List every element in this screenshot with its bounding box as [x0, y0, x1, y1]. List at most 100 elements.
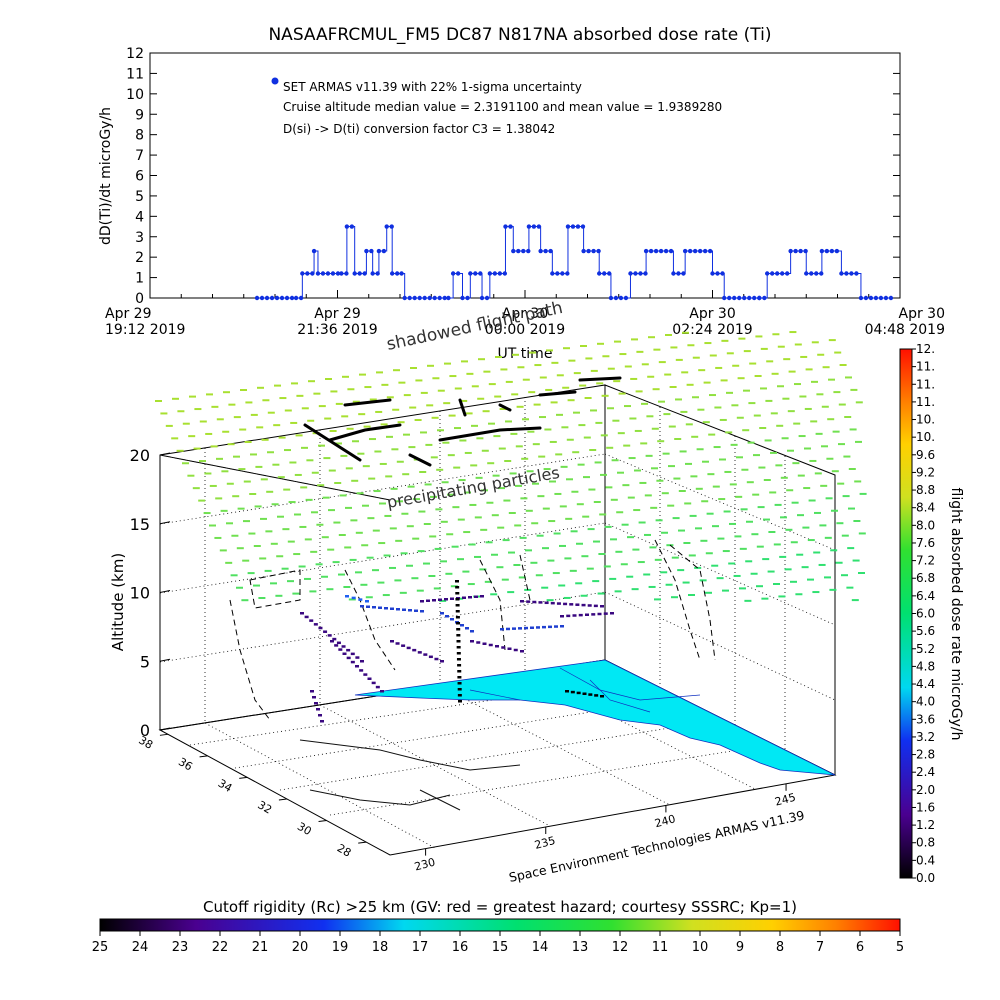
timeseries-x-axis-label: UT time: [498, 346, 553, 362]
x-tick-label-date: Apr 29: [314, 306, 360, 322]
series-point: [769, 271, 775, 276]
altitude-ticks: 0 5 10 15 20: [130, 446, 171, 740]
series-point: [784, 271, 790, 276]
flight-dose-point: [450, 597, 454, 600]
particle-dash: [177, 410, 185, 413]
particle-dash: [576, 503, 584, 506]
particle-dash: [566, 478, 573, 481]
particle-dash: [401, 512, 409, 515]
particle-dash: [613, 380, 621, 383]
particle-dash: [816, 393, 824, 396]
particle-dash: [270, 542, 278, 545]
series-point: [643, 248, 649, 254]
flight-dose-point: [360, 660, 364, 663]
particle-dash: [462, 570, 470, 573]
particle-dash: [698, 369, 706, 372]
particle-dash: [615, 550, 623, 553]
particle-dash: [556, 374, 564, 377]
particle-dash: [335, 402, 343, 405]
particle-dash: [410, 367, 417, 369]
particle-dash: [614, 590, 622, 593]
series-point: [364, 248, 369, 254]
particle-dash: [447, 454, 455, 457]
particle-dash: [651, 467, 658, 470]
flight-dose-point: [336, 641, 341, 645]
series-point: [274, 295, 280, 301]
colorbar-tick-label: 3.6: [916, 712, 935, 726]
particle-dash: [724, 470, 732, 473]
particle-dash: [754, 375, 762, 377]
particle-dash: [546, 599, 554, 602]
flight-dose-point: [372, 606, 376, 609]
particle-dash: [394, 579, 402, 582]
particle-dash: [797, 474, 805, 477]
particle-dash: [778, 595, 786, 598]
colorbar-tick-label: 10.: [916, 430, 935, 444]
y-tick-label: 10: [126, 87, 144, 103]
particle-dash: [451, 545, 459, 548]
particle-dash: [306, 459, 314, 462]
flight-dose-point: [560, 615, 564, 618]
particle-dash: [399, 591, 407, 594]
series-point: [417, 295, 422, 301]
flight-dose-point: [455, 580, 459, 583]
particle-dash: [520, 497, 528, 500]
particle-dash: [538, 455, 546, 458]
series-point: [814, 271, 819, 276]
particle-dash: [671, 556, 679, 559]
particle-dash: [702, 421, 710, 424]
particle-dash: [805, 368, 813, 371]
particle-dash: [479, 568, 487, 571]
series-point: [809, 271, 814, 276]
series-point: [310, 271, 315, 276]
particle-dash: [762, 558, 770, 561]
particle-dash: [441, 481, 449, 484]
particle-dash: [272, 463, 280, 466]
particle-dash: [807, 539, 815, 542]
particle-dash: [831, 509, 838, 512]
particle-dash: [638, 521, 646, 524]
flight-dose-point: [457, 670, 462, 673]
particle-dash: [537, 495, 545, 498]
altitude-axis-label: Altitude (km): [109, 553, 127, 651]
series-point: [883, 295, 889, 301]
particle-dash: [713, 446, 721, 449]
series-point: [394, 271, 400, 276]
particle-dash: [546, 349, 553, 352]
particle-dash: [641, 402, 648, 405]
particle-dash: [458, 479, 466, 482]
particle-dash: [735, 495, 743, 498]
particle-dash: [839, 364, 847, 366]
particle-dash: [240, 389, 247, 391]
series-point: [618, 295, 624, 301]
particle-dash: [604, 525, 612, 528]
particle-dash: [844, 416, 852, 418]
particle-dash: [634, 429, 642, 432]
flight-dose-point: [566, 614, 571, 618]
particle-dash: [379, 462, 387, 465]
particle-dash: [431, 416, 439, 419]
particle-dash: [532, 482, 539, 485]
particle-dash: [770, 412, 778, 415]
y-tick-label: 12: [126, 46, 144, 62]
flight-dose-point: [358, 598, 363, 601]
particle-dash: [734, 535, 742, 538]
particle-dash: [276, 555, 284, 558]
particle-dash: [461, 360, 468, 363]
particle-dash: [426, 404, 434, 407]
particle-dash: [511, 393, 519, 396]
particle-dash: [573, 372, 581, 375]
particle-dash: [664, 373, 672, 376]
flight-dose-point: [440, 660, 444, 663]
colorbar-tick-label: 11.: [916, 377, 935, 391]
particle-dash: [182, 462, 189, 465]
series-point: [653, 248, 659, 254]
particle-dash: [228, 403, 236, 406]
flight-dose-point: [406, 646, 411, 650]
rigidity-tick-label: 5: [896, 940, 904, 955]
flight-dose-point: [457, 694, 462, 697]
particle-dash: [468, 543, 476, 546]
flight-dose-point: [548, 625, 552, 629]
flight-dose-point: [457, 688, 462, 691]
particle-dash: [688, 554, 696, 557]
